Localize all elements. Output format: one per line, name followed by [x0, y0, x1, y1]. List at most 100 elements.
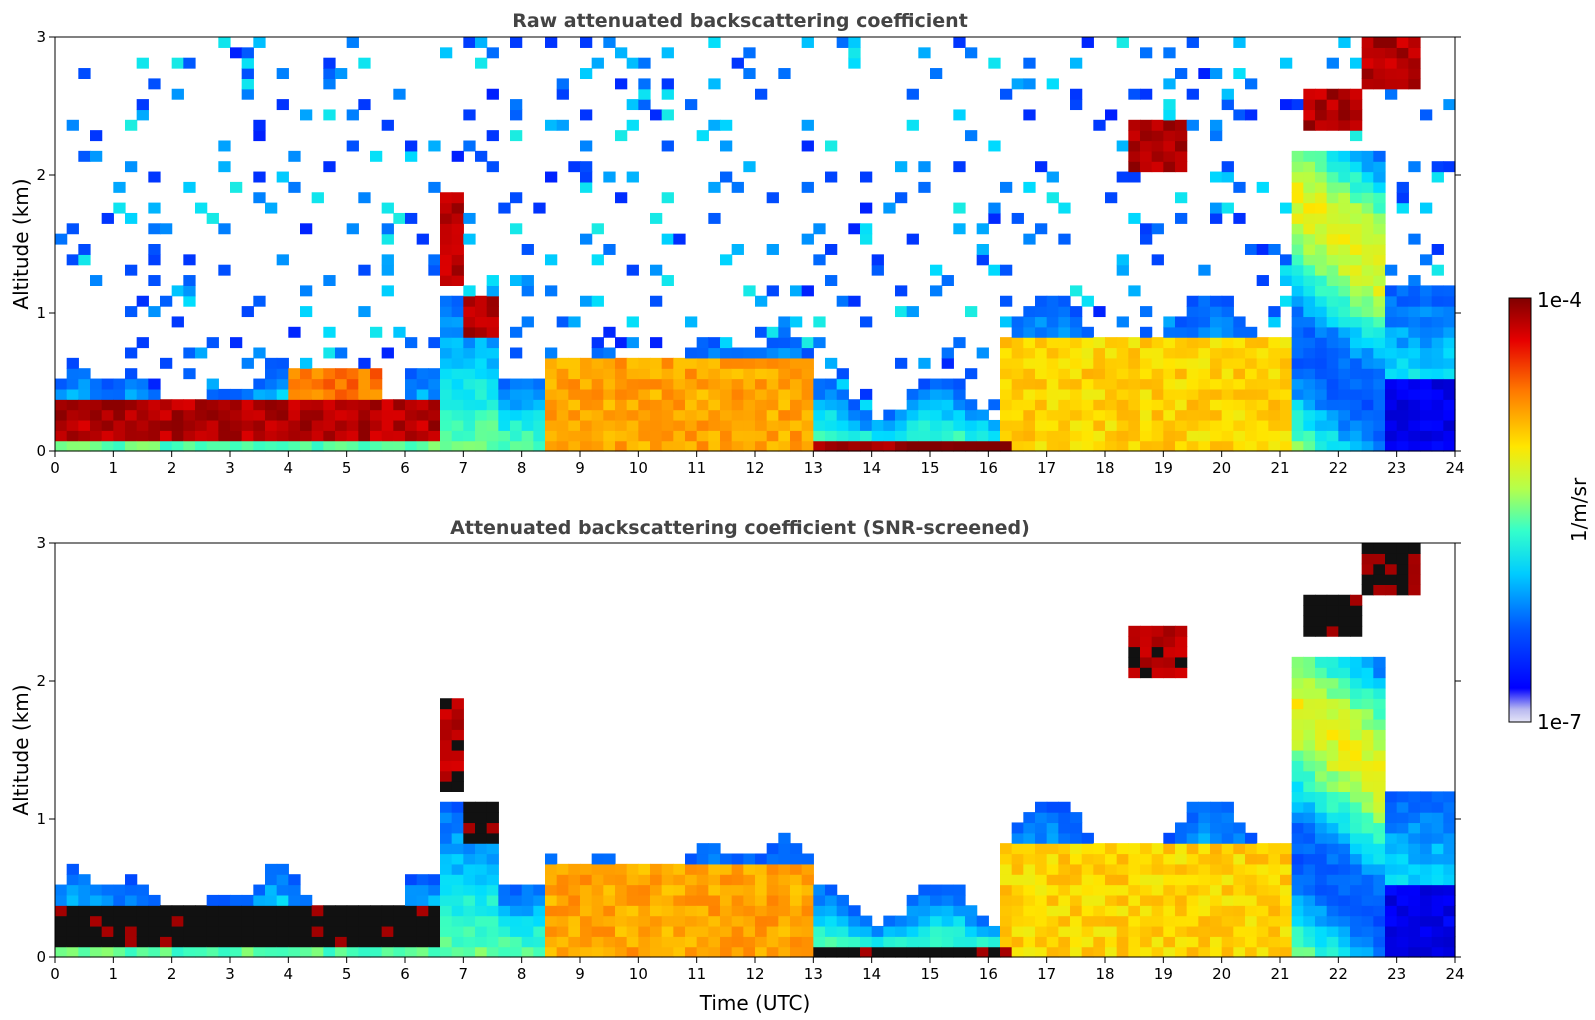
heatmap-cell [1128, 337, 1141, 349]
heatmap-cell [1361, 884, 1374, 896]
heatmap-cell [1163, 140, 1176, 152]
heatmap-cell [1105, 430, 1118, 442]
heatmap-cell [1163, 936, 1176, 948]
heatmap-cell [1058, 233, 1071, 245]
heatmap-cell [1338, 729, 1351, 741]
heatmap-cell [195, 936, 208, 948]
heatmap-cell [90, 275, 103, 286]
heatmap-cell [1361, 905, 1374, 917]
heatmap-cell [1408, 884, 1421, 896]
heatmap-cell [1443, 161, 1456, 173]
heatmap-cell [1000, 399, 1013, 411]
heatmap-cell [1361, 181, 1374, 193]
heatmap-cell [1128, 140, 1141, 152]
heatmap-cell [1023, 874, 1036, 886]
heatmap-cell [276, 936, 289, 948]
heatmap-cell [1140, 88, 1153, 100]
heatmap-cell [1058, 368, 1071, 380]
heatmap-cell [930, 409, 943, 421]
heatmap-cell [1396, 419, 1409, 431]
heatmap-cell [323, 368, 336, 380]
heatmap-cell [1291, 708, 1304, 720]
heatmap-cell [731, 894, 744, 906]
heatmap-cell [580, 440, 593, 452]
heatmap-cell [1198, 68, 1211, 79]
x-tick-label: 1 [109, 459, 119, 477]
heatmap-cell [1221, 863, 1234, 875]
heatmap-cell [1175, 646, 1188, 658]
heatmap-cell [918, 378, 931, 390]
heatmap-cell [416, 936, 429, 948]
heatmap-cell [451, 946, 464, 958]
heatmap-cell [1303, 419, 1316, 431]
heatmap-cell [1058, 337, 1071, 349]
heatmap-cell [1431, 316, 1444, 328]
heatmap-cell [953, 378, 966, 390]
heatmap-cell [626, 863, 639, 875]
heatmap-cell [1338, 781, 1351, 792]
heatmap-cell [708, 946, 721, 958]
heatmap-cell [1431, 812, 1444, 824]
heatmap-cell [1198, 409, 1211, 421]
heatmap-cell [1116, 140, 1129, 152]
heatmap-cell [685, 894, 698, 906]
heatmap-cell [1175, 905, 1188, 917]
heatmap-cell [556, 88, 569, 100]
heatmap-cell [463, 409, 476, 421]
heatmap-cell [1140, 47, 1153, 59]
heatmap-cell [766, 863, 779, 875]
heatmap-cell [1093, 388, 1106, 400]
heatmap-cell [1128, 863, 1141, 875]
heatmap-cell [1163, 853, 1176, 865]
heatmap-cell [521, 275, 534, 286]
heatmap-cell [230, 181, 243, 193]
heatmap-cell [906, 388, 919, 400]
heatmap-cell [183, 440, 196, 452]
heatmap-cell [1175, 853, 1188, 865]
heatmap-cell [591, 337, 604, 349]
heatmap-cell [510, 419, 523, 431]
heatmap-cell [1420, 853, 1433, 865]
heatmap-cell [1431, 419, 1444, 431]
heatmap-cell [1046, 822, 1059, 834]
heatmap-cell [638, 357, 651, 369]
heatmap-cell [1070, 285, 1083, 297]
heatmap-cell [136, 409, 149, 421]
heatmap-cell [1198, 946, 1211, 958]
heatmap-cell [55, 399, 68, 411]
x-tick-label: 2 [167, 459, 177, 477]
heatmap-cell [265, 915, 278, 927]
x-tick-label: 11 [687, 459, 706, 477]
heatmap-cell [1105, 936, 1118, 948]
heatmap-cell [1396, 832, 1409, 844]
heatmap-cell [1128, 212, 1141, 224]
heatmap-cell [1326, 625, 1339, 637]
heatmap-cell [1128, 119, 1141, 131]
heatmap-cell [1035, 946, 1048, 958]
heatmap-cell [918, 181, 931, 193]
heatmap-cell [1350, 171, 1363, 183]
heatmap-cell [1326, 915, 1339, 927]
heatmap-cell [1291, 357, 1304, 369]
heatmap-cell [405, 915, 418, 927]
heatmap-cell [743, 47, 756, 59]
heatmap-cell [1408, 925, 1421, 937]
heatmap-cell [1035, 347, 1048, 359]
heatmap-cell [1000, 88, 1013, 100]
heatmap-cell [1315, 874, 1328, 886]
heatmap-cell [1151, 946, 1164, 958]
heatmap-cell [521, 430, 534, 442]
heatmap-cell [1291, 884, 1304, 896]
heatmap-cell [1408, 306, 1421, 318]
heatmap-cell [1256, 915, 1269, 927]
heatmap-cell [976, 946, 989, 958]
heatmap-cell [335, 946, 348, 958]
heatmap-cell [1326, 925, 1339, 937]
heatmap-cell [1268, 843, 1281, 855]
heatmap-cell [906, 936, 919, 948]
heatmap-cell [941, 905, 954, 917]
heatmap-cell [1245, 853, 1258, 865]
heatmap-cell [696, 946, 709, 958]
heatmap-cell [1140, 119, 1153, 131]
heatmap-cell [1338, 853, 1351, 865]
